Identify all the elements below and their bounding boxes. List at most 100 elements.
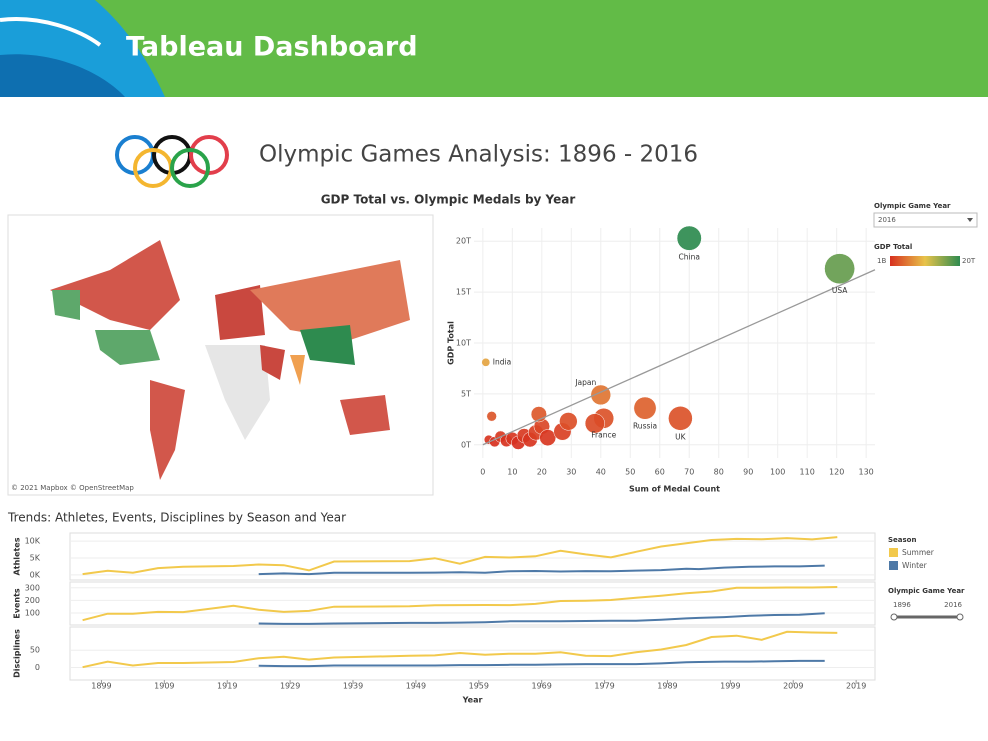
panel-frame (69, 581, 876, 626)
point-label: UK (675, 432, 686, 441)
data-point (481, 357, 491, 367)
point-label: China (679, 252, 700, 261)
x-tick-label: 1949 (406, 682, 426, 691)
year-dropdown[interactable] (873, 212, 978, 228)
range-min: 1896 (893, 601, 911, 609)
x-tick-label: 20 (537, 468, 547, 477)
x-tick-label: 70 (684, 468, 694, 477)
data-point (633, 396, 657, 420)
olympic-rings (115, 135, 229, 188)
panel-frame (69, 532, 876, 581)
x-tick-label: 1969 (532, 682, 552, 691)
data-point (584, 413, 605, 434)
data-point (676, 225, 702, 251)
y-tick-label: 10K (25, 537, 41, 546)
point-label: Russia (633, 421, 657, 430)
y-tick-label: 0 (35, 663, 40, 672)
year-dropdown-value[interactable]: 2016 (878, 216, 896, 224)
x-tick-label: 0 (480, 468, 485, 477)
data-point (824, 253, 855, 285)
legend-swatch (889, 561, 898, 570)
x-axis-label: Year (462, 696, 483, 705)
panel-frame (69, 626, 876, 681)
section-title: Trends: Athletes, Events, Disciplines by… (7, 511, 346, 525)
x-tick-label: 60 (655, 468, 665, 477)
legend-swatch (889, 548, 898, 557)
range-handle[interactable] (956, 613, 964, 621)
color-legend-bar (890, 256, 960, 266)
series-line (258, 659, 825, 668)
point-label: India (493, 357, 511, 366)
dropdown-arrow[interactable] (967, 218, 973, 222)
y-tick-label: 200 (25, 596, 40, 605)
data-point (486, 411, 497, 422)
x-tick-label: 100 (770, 468, 785, 477)
legend-title: GDP Total (874, 243, 912, 251)
series-line (258, 612, 825, 625)
data-point (668, 406, 693, 431)
header-title: Tableau Dashboard (126, 32, 418, 63)
x-tick-label: 2019 (846, 682, 866, 691)
x-tick-label: 2009 (783, 682, 803, 691)
data-point (559, 412, 578, 431)
x-tick-label: 1989 (657, 682, 677, 691)
y-axis-label: Disciplines (13, 629, 22, 678)
trend-line (482, 269, 876, 446)
series-line (82, 586, 838, 622)
y-tick-label: 0K (30, 570, 41, 579)
filter-label: Olympic Game Year (874, 202, 951, 210)
x-tick-label: 1979 (594, 682, 614, 691)
x-tick-label: 1959 (469, 682, 489, 691)
range-handle[interactable] (890, 613, 898, 621)
x-tick-label: 1929 (280, 682, 300, 691)
map-attribution: © 2021 Mapbox © OpenStreetMap (11, 484, 134, 492)
series-line (258, 564, 825, 576)
y-tick-label: 0T (461, 440, 471, 449)
x-tick-label: 30 (566, 468, 576, 477)
y-tick-label: 300 (25, 583, 40, 592)
x-tick-label: 1999 (720, 682, 740, 691)
y-axis-label: Athletes (13, 537, 22, 575)
x-tick-label: 1899 (91, 682, 111, 691)
chart-title: GDP Total vs. Olympic Medals by Year (321, 193, 576, 207)
header-swoosh (0, 17, 102, 47)
legend-label: 20T (962, 257, 976, 265)
series-line (82, 536, 838, 576)
x-tick-label: 50 (625, 468, 635, 477)
y-tick-label: 50 (30, 646, 40, 655)
x-tick-label: 1919 (217, 682, 237, 691)
legend-title: Season (888, 536, 916, 544)
series-line (82, 630, 838, 669)
world-map (7, 214, 434, 496)
y-tick-label: 5K (30, 554, 41, 563)
y-tick-label: 15T (456, 288, 471, 297)
y-tick-label: 100 (25, 609, 40, 618)
filter-label: Olympic Game Year (888, 587, 965, 595)
point-label: Japan (574, 378, 596, 387)
x-tick-label: 90 (743, 468, 753, 477)
point-label: USA (832, 286, 848, 295)
x-tick-label: 1909 (154, 682, 174, 691)
y-tick-label: 10T (456, 339, 471, 348)
data-point (539, 429, 557, 447)
x-tick-label: 40 (596, 468, 606, 477)
x-tick-label: 1939 (343, 682, 363, 691)
x-tick-label: 120 (829, 468, 844, 477)
x-tick-label: 10 (507, 468, 517, 477)
y-axis-label: Events (13, 588, 22, 619)
legend-label: Winter (902, 561, 928, 570)
dashboard-title: Olympic Games Analysis: 1896 - 2016 (259, 142, 698, 168)
legend-label: Summer (902, 548, 935, 557)
legend-label: 1B (877, 257, 886, 265)
x-axis-label: Sum of Medal Count (629, 485, 720, 494)
y-tick-label: 5T (461, 389, 471, 398)
header-band (0, 0, 988, 97)
x-tick-label: 110 (800, 468, 815, 477)
point-label: France (591, 430, 616, 439)
x-tick-label: 130 (859, 468, 874, 477)
range-max: 2016 (944, 601, 962, 609)
x-tick-label: 80 (714, 468, 724, 477)
header-swoosh (0, 54, 125, 97)
y-axis-label: GDP Total (447, 321, 456, 365)
